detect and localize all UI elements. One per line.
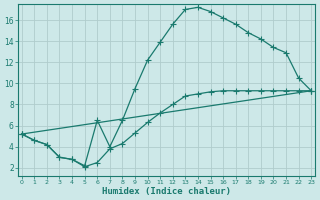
X-axis label: Humidex (Indice chaleur): Humidex (Indice chaleur) [102,187,231,196]
